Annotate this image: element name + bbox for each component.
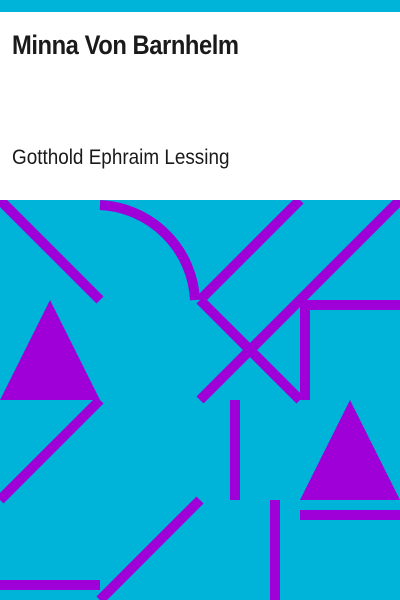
top-accent-bar	[0, 0, 400, 12]
book-title: Minna Von Barnhelm	[12, 30, 239, 60]
pattern-triangle-shape	[300, 400, 400, 500]
book-author: Gotthold Ephraim Lessing	[12, 146, 230, 169]
pattern-diagonal-stroke	[196, 296, 304, 404]
pattern-diagonal-stroke	[296, 200, 400, 304]
pattern-diagonal-stroke	[196, 200, 304, 304]
pattern-triangle-shape	[0, 300, 100, 400]
cover-pattern-art	[0, 200, 400, 600]
pattern-arc-stroke	[99, 200, 200, 301]
pattern-diagonal-stroke	[96, 496, 204, 600]
pattern-diagonal-stroke	[0, 200, 104, 304]
pattern-diagonal-stroke	[0, 396, 104, 504]
